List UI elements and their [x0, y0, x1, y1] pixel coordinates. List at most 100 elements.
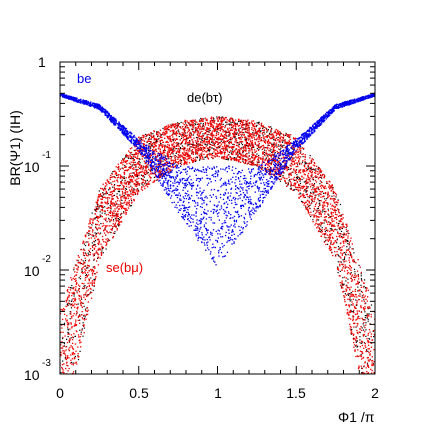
data-point-se: [261, 148, 264, 150]
data-point-de: [309, 155, 311, 157]
data-point-se: [321, 222, 324, 224]
data-point-se: [311, 183, 313, 185]
data-point-se: [330, 234, 332, 236]
data-point-se: [251, 151, 253, 153]
data-point-se: [102, 196, 104, 199]
data-point-se: [367, 388, 368, 389]
data-point-se: [314, 205, 316, 207]
data-point-de: [62, 337, 64, 340]
data-point-se: [140, 146, 142, 148]
data-point-se: [369, 353, 371, 355]
data-point-de: [257, 162, 259, 164]
data-point-de: [245, 145, 247, 147]
data-point-se: [360, 365, 362, 367]
data-point-de: [84, 252, 87, 254]
data-point-se: [193, 131, 195, 133]
data-point-se: [166, 140, 168, 143]
data-point-se: [189, 132, 191, 135]
data-point-se: [296, 162, 299, 164]
data-point-de: [234, 122, 236, 125]
data-point-se: [238, 146, 240, 148]
data-point-se: [183, 151, 185, 153]
data-point-de: [255, 135, 257, 137]
data-point-de: [335, 196, 337, 198]
data-point-se: [66, 305, 69, 307]
data-point-se: [331, 220, 334, 223]
data-point-se: [217, 141, 219, 143]
data-point-se: [211, 119, 213, 122]
data-point-se: [217, 117, 219, 119]
data-point-se: [204, 140, 206, 142]
data-point-se: [149, 169, 151, 171]
data-point-de: [266, 131, 268, 133]
data-point-se: [357, 281, 359, 284]
data-point-de: [208, 150, 211, 152]
data-point-se: [370, 342, 373, 344]
data-point-de: [83, 305, 85, 307]
data-point-se: [288, 143, 290, 145]
data-point-de: [191, 143, 193, 145]
data-point-de: [238, 130, 240, 132]
data-point-se: [205, 119, 207, 121]
data-point-se: [168, 156, 170, 158]
data-point-se: [100, 251, 103, 254]
data-point-se: [219, 127, 221, 129]
data-point-de: [135, 168, 137, 171]
data-point-se: [173, 146, 176, 148]
data-point-se: [337, 209, 340, 211]
data-point-se: [325, 220, 328, 222]
data-point-de: [93, 259, 95, 261]
data-point-se: [107, 232, 109, 234]
data-point-se: [247, 127, 249, 129]
data-point-se: [114, 177, 116, 179]
data-point-se: [68, 357, 70, 359]
data-point-se: [144, 166, 147, 168]
data-point-se: [345, 277, 347, 279]
data-point-de: [166, 155, 168, 157]
data-point-de: [94, 232, 96, 234]
data-point-de: [192, 134, 194, 136]
data-point-de: [287, 182, 289, 184]
data-point-se: [111, 198, 113, 201]
data-point-se: [137, 150, 139, 152]
data-point-se: [106, 242, 108, 244]
data-point-se: [65, 346, 67, 348]
data-point-se: [207, 136, 209, 138]
data-point-de: [164, 155, 166, 157]
data-point-se: [94, 267, 96, 269]
data-point-de: [312, 184, 314, 187]
data-point-se: [245, 131, 247, 134]
data-point-de: [369, 358, 371, 360]
data-point-se: [295, 162, 298, 164]
data-point-se: [351, 248, 353, 250]
data-point-de: [119, 194, 121, 196]
data-point-de: [116, 193, 118, 195]
data-point-de: [360, 273, 362, 275]
data-point-se: [125, 207, 127, 210]
data-point-se: [245, 152, 248, 155]
data-point-se: [116, 228, 118, 230]
data-point-se: [104, 185, 107, 187]
data-point-se: [266, 135, 268, 137]
data-point-se: [367, 375, 368, 376]
data-point-se: [316, 191, 318, 193]
data-point-se: [197, 152, 199, 154]
data-point-se: [112, 215, 114, 217]
data-point-de: [317, 207, 319, 209]
data-point-se: [156, 156, 158, 158]
data-point-se: [185, 149, 187, 152]
data-point-se: [167, 153, 169, 156]
data-point-se: [280, 166, 282, 168]
data-point-se: [139, 138, 141, 140]
data-point-se: [174, 165, 176, 167]
data-point-se: [199, 132, 201, 135]
data-point-se: [115, 218, 117, 220]
data-point-se: [320, 213, 322, 216]
data-point-se: [356, 310, 358, 312]
data-point-se: [96, 219, 98, 221]
data-point-de: [373, 336, 375, 338]
data-point-se: [62, 309, 64, 311]
data-point-se: [293, 168, 295, 170]
data-point-de: [196, 123, 198, 125]
data-point-se: [74, 297, 76, 299]
